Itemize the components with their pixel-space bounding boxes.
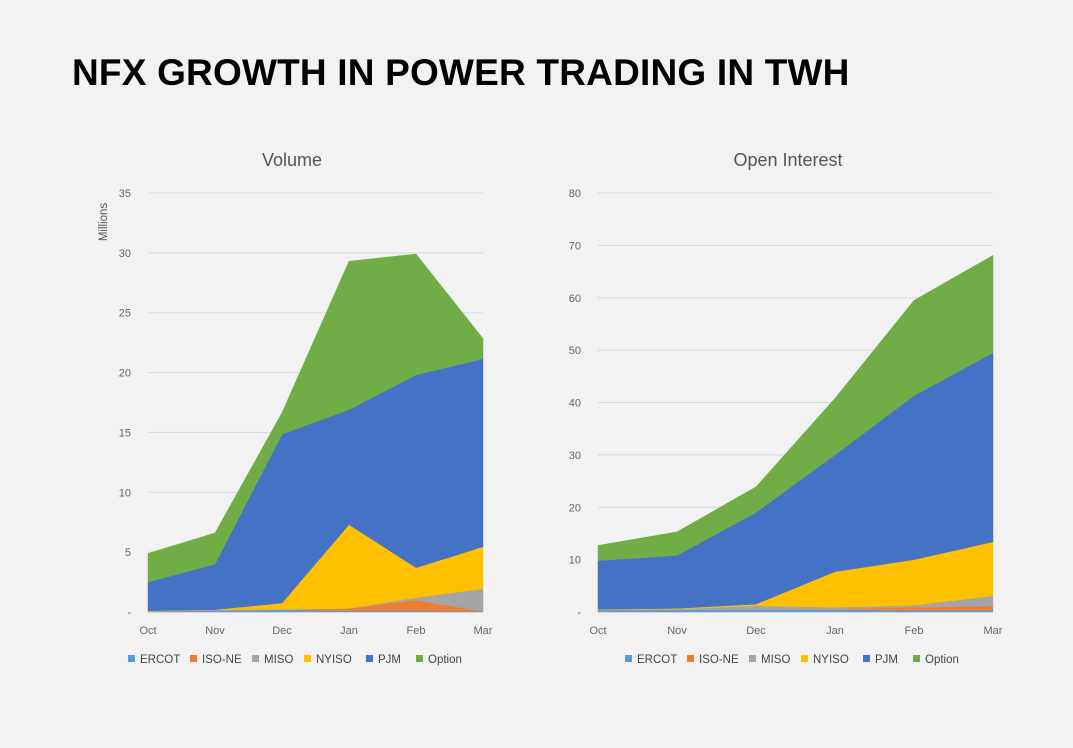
legend-swatch-miso	[252, 655, 259, 662]
y-tick-label: -	[577, 607, 581, 619]
legend-label-iso-ne: ISO-NE	[202, 654, 242, 666]
y-tick-label: 70	[569, 240, 581, 252]
legend: ERCOT ISO-NE MISO NYISO PJM Option	[128, 654, 462, 666]
legend-swatch-nyiso	[801, 655, 808, 662]
legend-swatch-miso	[749, 655, 756, 662]
x-tick-label: Nov	[205, 625, 225, 637]
x-tick-label: Jan	[340, 625, 358, 637]
y-tick-label: 30	[569, 450, 581, 462]
volume-chart: Volume Millions - 5 10 15 20 25 30 35 Oct Nov Dec Jan…	[98, 150, 493, 666]
legend-swatch-iso-ne	[190, 655, 197, 662]
x-tick-label: Feb	[407, 625, 426, 637]
x-tick-label: Dec	[272, 625, 292, 637]
legend-label-miso: MISO	[264, 654, 293, 666]
page-title: NFX GROWTH IN POWER TRADING IN TWH	[72, 52, 850, 93]
x-tick-label: Nov	[667, 625, 687, 637]
y-tick-label: 20	[569, 502, 581, 514]
legend-label-option: Option	[925, 654, 959, 666]
y-tick-label: 60	[569, 293, 581, 305]
legend-label-pjm: PJM	[378, 654, 401, 666]
y-tick-label: 20	[119, 368, 131, 380]
legend-swatch-iso-ne	[687, 655, 694, 662]
chart-title: Open Interest	[733, 150, 842, 170]
y-tick-label: -	[127, 607, 131, 619]
legend-label-option: Option	[428, 654, 462, 666]
area-series	[597, 254, 994, 613]
legend-swatch-ercot	[625, 655, 632, 662]
y-tick-label: 5	[125, 547, 131, 559]
y-axis-title: Millions	[98, 203, 110, 242]
x-tick-label: Mar	[984, 625, 1003, 637]
x-tick-label: Oct	[589, 625, 606, 637]
y-tick-label: 80	[569, 188, 581, 200]
legend-label-nyiso: NYISO	[316, 654, 352, 666]
open-interest-chart: Open Interest - 10 20 30 40 50 60 70 80 Oct Nov Dec J…	[569, 150, 1003, 666]
y-tick-label: 40	[569, 398, 581, 410]
legend-swatch-ercot	[128, 655, 135, 662]
y-tick-label: 35	[119, 188, 131, 200]
x-tick-label: Dec	[746, 625, 766, 637]
legend-label-pjm: PJM	[875, 654, 898, 666]
x-tick-label: Oct	[139, 625, 156, 637]
y-tick-label: 30	[119, 248, 131, 260]
legend-label-ercot: ERCOT	[140, 654, 180, 666]
legend-label-ercot: ERCOT	[637, 654, 677, 666]
area-option	[147, 253, 484, 583]
y-tick-label: 10	[569, 555, 581, 567]
x-tick-label: Mar	[474, 625, 493, 637]
legend-swatch-option	[913, 655, 920, 662]
legend-swatch-option	[416, 655, 423, 662]
y-tick-label: 15	[119, 427, 131, 439]
legend: ERCOT ISO-NE MISO NYISO PJM Option	[625, 654, 959, 666]
y-tick-label: 25	[119, 308, 131, 320]
legend-swatch-pjm	[366, 655, 373, 662]
y-tick-label: 10	[119, 487, 131, 499]
legend-swatch-pjm	[863, 655, 870, 662]
y-tick-label: 50	[569, 345, 581, 357]
x-tick-label: Jan	[826, 625, 844, 637]
x-tick-label: Feb	[905, 625, 924, 637]
legend-label-miso: MISO	[761, 654, 790, 666]
legend-label-nyiso: NYISO	[813, 654, 849, 666]
area-series	[147, 253, 484, 613]
legend-label-iso-ne: ISO-NE	[699, 654, 739, 666]
legend-swatch-nyiso	[304, 655, 311, 662]
area-option	[597, 254, 994, 561]
chart-title: Volume	[262, 150, 322, 170]
